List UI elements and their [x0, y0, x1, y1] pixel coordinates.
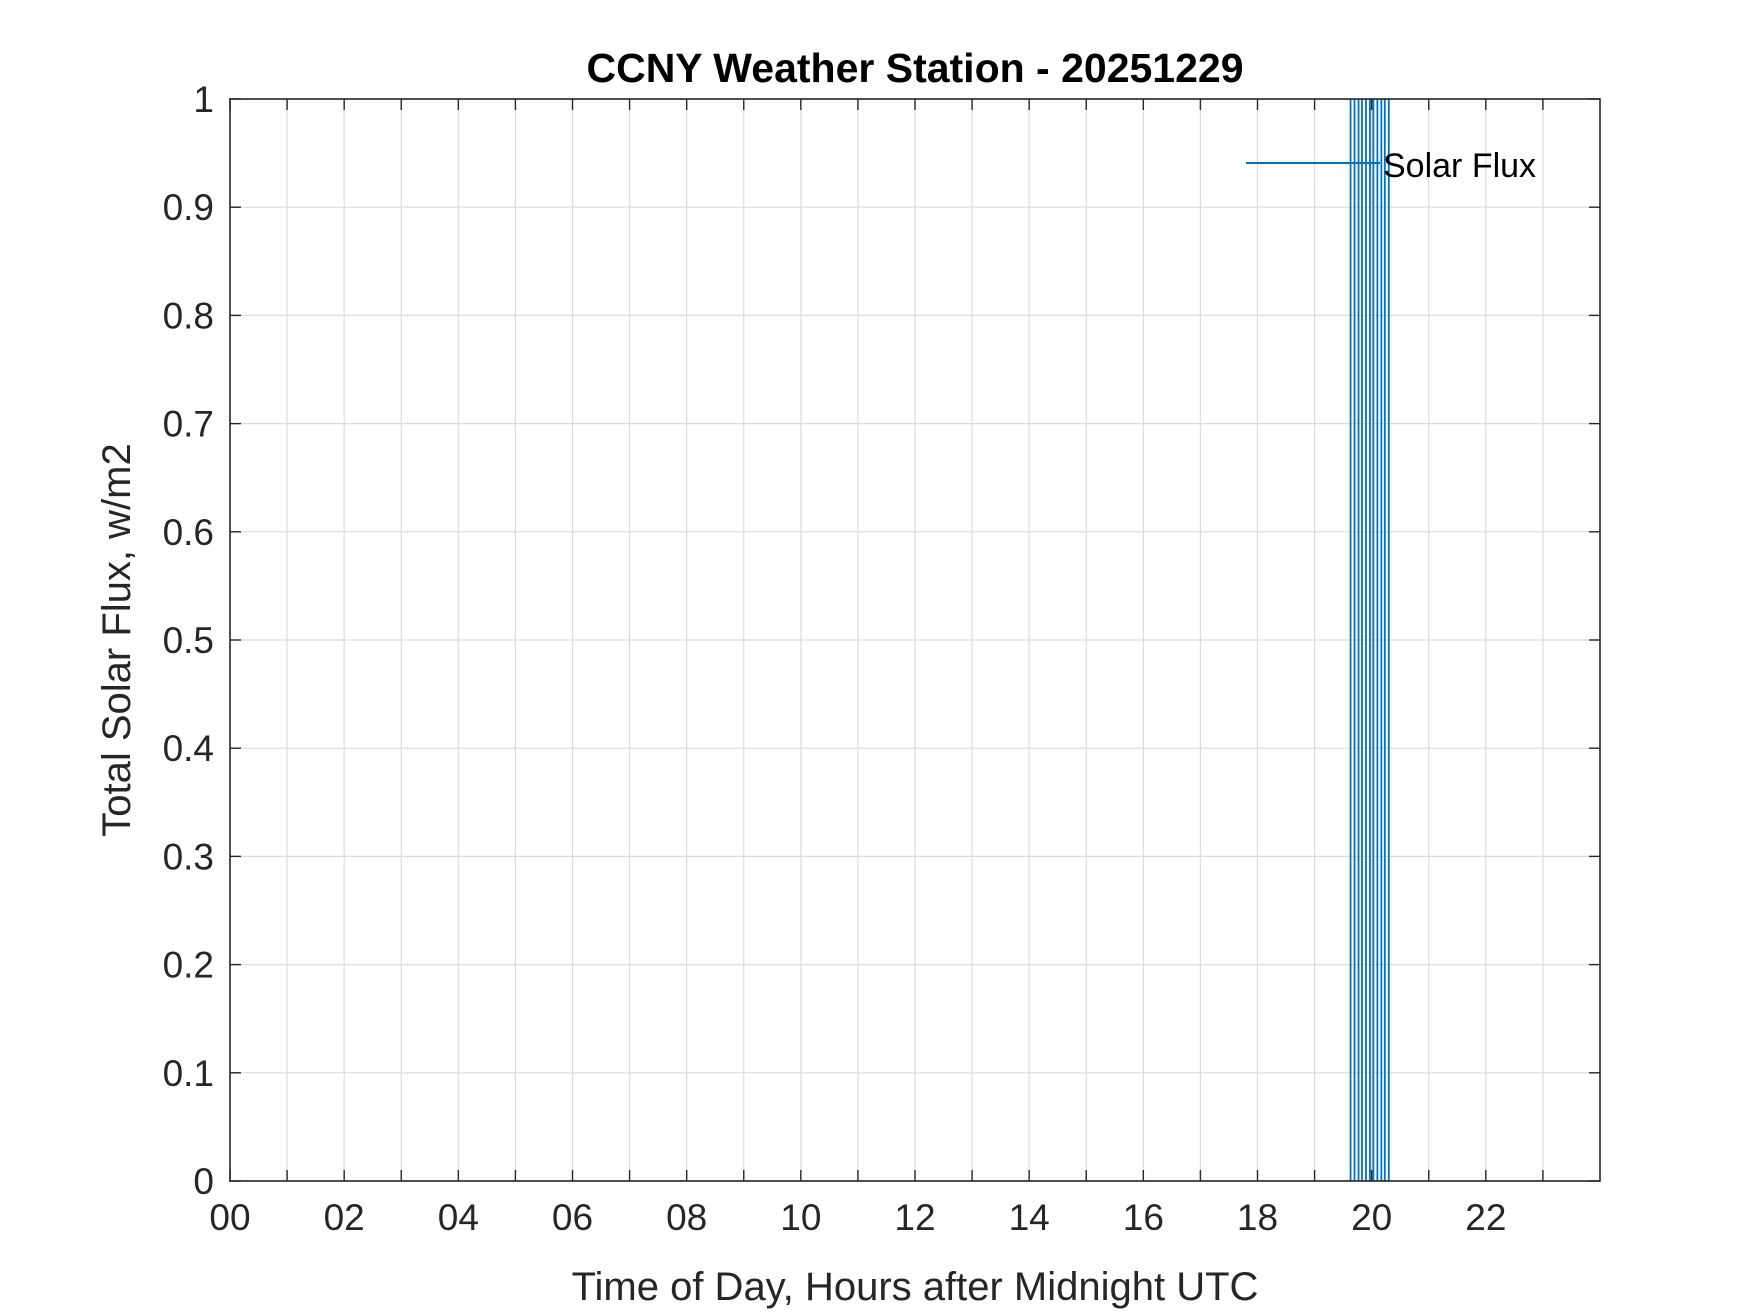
- y-tick-label: 0: [193, 1161, 214, 1202]
- y-tick-label: 0.5: [163, 620, 214, 661]
- x-axis-label: Time of Day, Hours after Midnight UTC: [572, 1265, 1259, 1309]
- y-tick-label: 0.1: [163, 1053, 214, 1094]
- x-tick-label: 02: [324, 1197, 365, 1238]
- x-tick-label: 08: [666, 1197, 707, 1238]
- x-tick-label: 06: [552, 1197, 593, 1238]
- x-tick-labels: 00 02 04 06 08 10 12 14 16 18 20 22: [209, 1197, 1506, 1238]
- tick-marks: [229, 98, 1600, 1182]
- legend-label: Solar Flux: [1383, 147, 1536, 185]
- x-tick-label: 10: [780, 1197, 821, 1238]
- y-axis-label: Total Solar Flux, w/m2: [95, 443, 139, 836]
- x-tick-label: 18: [1237, 1197, 1278, 1238]
- x-tick-label: 12: [894, 1197, 935, 1238]
- y-tick-labels: 0 0.1 0.2 0.3 0.4 0.5 0.6 0.7 0.8 0.9 1: [163, 79, 214, 1202]
- x-tick-label: 14: [1009, 1197, 1050, 1238]
- x-tick-label: 00: [209, 1197, 250, 1238]
- legend: Solar Flux: [1246, 147, 1536, 185]
- y-tick-label: 0.7: [163, 404, 214, 445]
- y-tick-label: 1: [193, 79, 214, 120]
- x-tick-label: 22: [1465, 1197, 1506, 1238]
- y-tick-label: 0.4: [163, 728, 214, 769]
- y-tick-label: 0.9: [163, 187, 214, 228]
- y-tick-label: 0.2: [163, 945, 214, 986]
- x-tick-label: 20: [1351, 1197, 1392, 1238]
- y-tick-label: 0.3: [163, 836, 214, 877]
- chart-title: CCNY Weather Station - 20251229: [586, 45, 1243, 91]
- y-tick-label: 0.6: [163, 512, 214, 553]
- y-tick-label: 0.8: [163, 295, 214, 336]
- x-tick-label: 16: [1123, 1197, 1164, 1238]
- x-tick-label: 04: [438, 1197, 479, 1238]
- series-layer: [1349, 99, 1390, 1181]
